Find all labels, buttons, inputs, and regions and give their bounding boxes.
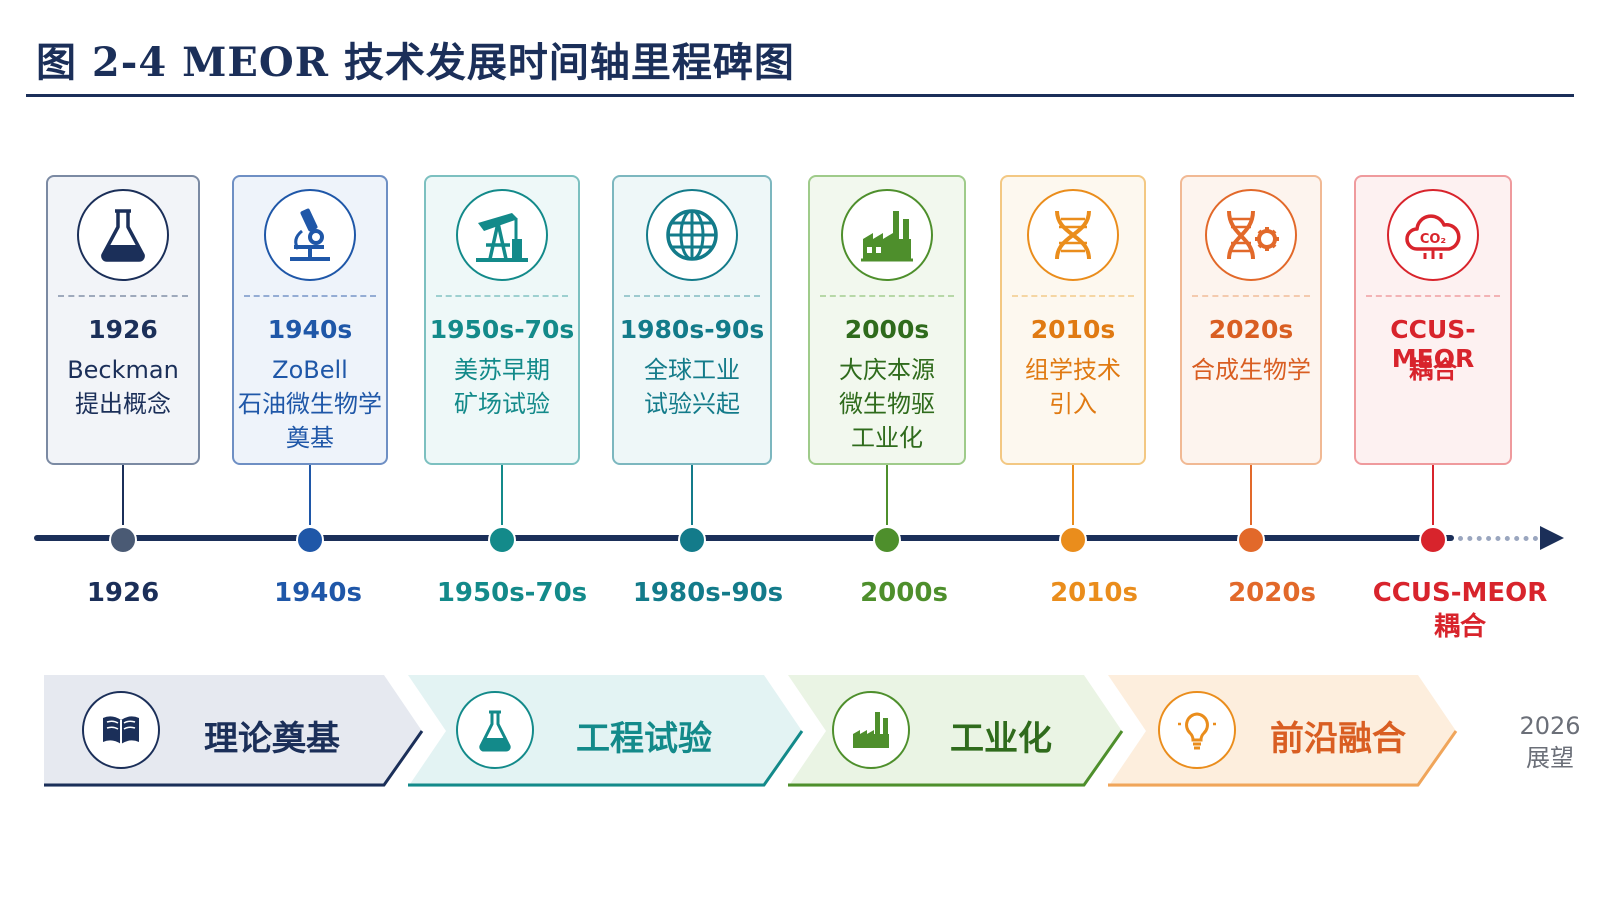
axis-label: 1926 [86, 578, 160, 608]
phase-label: 前沿融合 [1270, 719, 1406, 759]
phase-engineering-trial: 工程试验 [408, 675, 804, 787]
page-title: 图 2-4 MEOR 技术发展时间轴里程碑图 [36, 39, 795, 86]
milestone-year: 2010s [1030, 315, 1116, 344]
connector-line [1072, 465, 1074, 525]
timeline-dot-2010s [1059, 526, 1087, 554]
timeline-dot-2020s [1237, 526, 1265, 554]
dna-icon [1027, 189, 1119, 281]
milestone-desc: ZoBell 石油微生物学 奠基 [238, 356, 382, 452]
milestone-desc: 全球工业 试验兴起 [644, 356, 740, 418]
timeline-dot-1980s-90s [678, 526, 706, 554]
milestone-card-1940s: 1940s ZoBell 石油微生物学 奠基 [232, 175, 388, 465]
axis-label: 1940s [274, 578, 362, 608]
timeline-dot-1950s-70s [488, 526, 516, 554]
phase-label: 理论奠基 [204, 719, 340, 759]
connector-line [501, 465, 503, 525]
milestone-card-1926: 1926 Beckman 提出概念 [46, 175, 200, 465]
timeline-future-dashes [1458, 536, 1538, 541]
milestone-year: 2020s [1208, 315, 1294, 344]
milestone-card-2010s: 2010s 组学技术 引入 [1000, 175, 1146, 465]
axis-label: CCUS-MEOR 耦合 [1372, 578, 1548, 642]
timeline-dot-ccus-meor [1419, 526, 1447, 554]
flask-icon [456, 691, 534, 769]
connector-line [886, 465, 888, 525]
microscope-icon [264, 189, 356, 281]
axis-label: 2000s [860, 578, 948, 608]
timeline-arrow-icon [1540, 526, 1564, 550]
axis-label: 2020s [1228, 578, 1316, 608]
milestone-year: 1940s [267, 315, 353, 344]
timeline-dot-1926 [109, 526, 137, 554]
milestone-desc: Beckman 提出概念 [67, 356, 179, 418]
phase-industrialization: 工业化 [788, 675, 1124, 787]
lightbulb-icon [1158, 691, 1236, 769]
connector-line [1250, 465, 1252, 525]
flask-icon [77, 189, 169, 281]
dna-gear-icon [1205, 189, 1297, 281]
phase-label: 工业化 [950, 719, 1052, 759]
timeline-axis [34, 535, 1454, 541]
outlook-label: 2026 展望 [1519, 712, 1581, 772]
milestone-card-1980s-90s: 1980s-90s 全球工业 试验兴起 [612, 175, 772, 465]
connector-line [122, 465, 124, 525]
connector-line [309, 465, 311, 525]
milestone-card-2000s: 2000s 大庆本源 微生物驱 工业化 [808, 175, 966, 465]
milestone-card-2020s: 2020s 合成生物学 [1180, 175, 1322, 465]
milestone-desc: 合成生物学 [1191, 356, 1311, 384]
milestone-year: CCUS-MEOR [1390, 315, 1476, 373]
connector-line [1432, 465, 1434, 525]
factory-icon [841, 189, 933, 281]
phase-theory-foundation: 理论奠基 [44, 675, 424, 787]
axis-label: 2010s [1050, 578, 1138, 608]
globe-icon [646, 189, 738, 281]
book-icon [82, 691, 160, 769]
connector-line [691, 465, 693, 525]
milestone-desc: 美苏早期 矿场试验 [454, 356, 550, 418]
milestone-card-1950s-70s: 1950s-70s 美苏早期 矿场试验 [424, 175, 580, 465]
milestone-card-ccus-meor: CO₂ CCUS-MEOR 耦合 [1354, 175, 1512, 465]
axis-label: 1980s-90s [632, 578, 784, 608]
milestone-desc: 耦合 [1409, 356, 1457, 384]
factory-icon [832, 691, 910, 769]
milestone-year: 2000s [844, 315, 930, 344]
milestone-desc: 组学技术 引入 [1025, 356, 1121, 418]
phase-label: 工程试验 [576, 719, 712, 759]
phase-frontier-fusion: 前沿融合 [1108, 675, 1458, 787]
milestone-year: 1926 [88, 315, 158, 344]
title-divider [26, 94, 1574, 97]
axis-label: 1950s-70s [436, 578, 588, 608]
timeline-dot-2000s [873, 526, 901, 554]
co2-label: CO₂ [1420, 232, 1446, 247]
timeline-dot-1940s [296, 526, 324, 554]
milestone-desc: 大庆本源 微生物驱 工业化 [839, 356, 935, 452]
milestone-year: 1980s-90s [619, 315, 765, 344]
oil-pump-icon [456, 189, 548, 281]
milestone-year: 1950s-70s [429, 315, 575, 344]
co2-cloud-icon: CO₂ [1387, 189, 1479, 281]
